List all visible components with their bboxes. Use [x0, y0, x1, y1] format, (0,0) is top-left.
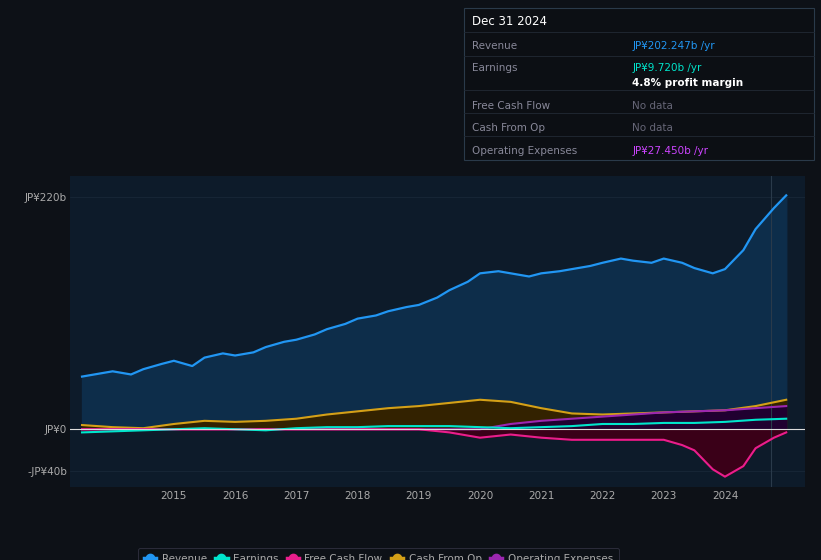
Text: Revenue: Revenue: [472, 41, 517, 51]
Text: JP¥27.450b /yr: JP¥27.450b /yr: [632, 146, 709, 156]
Legend: Revenue, Earnings, Free Cash Flow, Cash From Op, Operating Expenses: Revenue, Earnings, Free Cash Flow, Cash …: [138, 548, 619, 560]
Text: JP¥9.720b /yr: JP¥9.720b /yr: [632, 63, 702, 73]
Text: Cash From Op: Cash From Op: [472, 123, 545, 133]
Text: JP¥202.247b /yr: JP¥202.247b /yr: [632, 41, 715, 51]
Text: Free Cash Flow: Free Cash Flow: [472, 101, 550, 111]
Text: Dec 31 2024: Dec 31 2024: [472, 15, 547, 28]
Text: No data: No data: [632, 101, 673, 111]
Text: No data: No data: [632, 123, 673, 133]
Text: Operating Expenses: Operating Expenses: [472, 146, 577, 156]
Text: 4.8% profit margin: 4.8% profit margin: [632, 78, 743, 88]
Text: Earnings: Earnings: [472, 63, 517, 73]
